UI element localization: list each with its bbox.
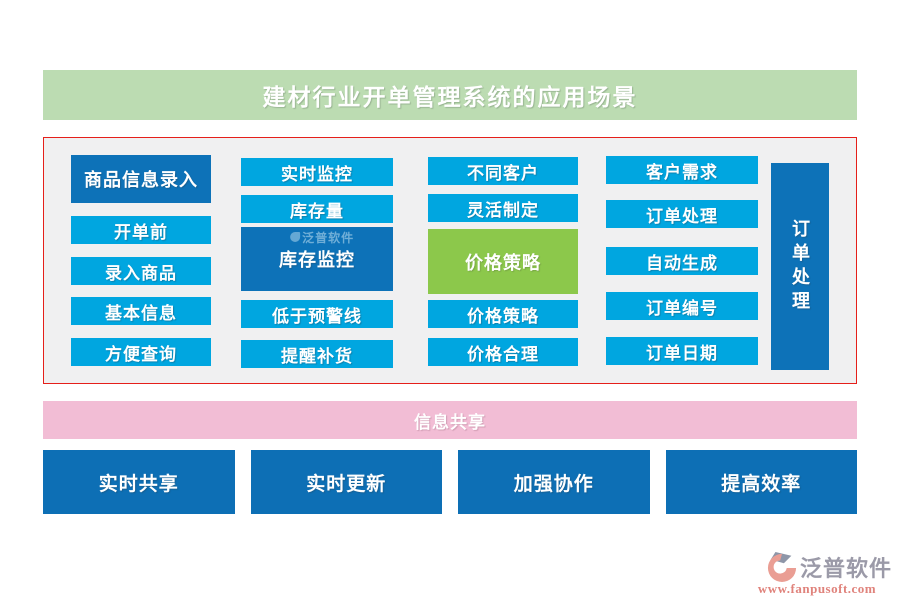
box-different-customers: 不同客户: [428, 157, 578, 185]
footer-box-realtime-update: 实时更新: [250, 450, 442, 514]
vertical-bar-order-processing: 订单处理: [771, 163, 829, 370]
box-realtime-monitoring: 实时监控: [241, 158, 393, 186]
box-inventory-monitoring: 泛普软件 库存监控: [241, 227, 393, 291]
box-order-date: 订单日期: [606, 337, 758, 365]
box-order-handling: 订单处理: [606, 200, 758, 228]
box-auto-generate: 自动生成: [606, 247, 758, 275]
fanpu-logo: 泛普软件 www.fanpusoft.com: [742, 551, 892, 597]
box-basic-info: 基本信息: [71, 297, 211, 325]
fanpu-logo-url: www.fanpusoft.com: [757, 581, 877, 596]
box-flexible-setting: 灵活制定: [428, 194, 578, 222]
box-customer-demand: 客户需求: [606, 156, 758, 184]
box-enter-product: 录入商品: [71, 257, 211, 285]
box-easy-query: 方便查询: [71, 338, 211, 366]
box-inventory-monitoring-label: 库存监控: [279, 250, 355, 270]
box-before-billing: 开单前: [71, 216, 211, 244]
footer-box-realtime-sharing: 实时共享: [43, 450, 235, 514]
footer-box-enhanced-collaboration: 加强协作: [458, 450, 650, 514]
column-pricing: 不同客户 灵活制定 价格策略 价格策略 价格合理: [428, 138, 578, 383]
fanpu-watermark-icon: [290, 232, 301, 242]
column-product-entry: 商品信息录入 开单前 录入商品 基本信息 方便查询: [71, 138, 211, 383]
box-product-info-entry: 商品信息录入: [71, 155, 211, 203]
fanpu-logo-name: 泛普软件: [799, 556, 892, 581]
column-orders: 客户需求 订单处理 自动生成 订单编号 订单日期: [606, 138, 758, 383]
fanpu-logo-icon: [766, 552, 798, 582]
page-title: 建材行业开单管理系统的应用场景: [43, 70, 857, 120]
box-stock-level: 库存量: [241, 195, 393, 223]
diagram-frame: 商品信息录入 开单前 录入商品 基本信息 方便查询 实时监控 库存量 泛普软件 …: [43, 137, 857, 384]
box-reasonable-price: 价格合理: [428, 338, 578, 366]
box-pricing-strategy: 价格策略: [428, 300, 578, 328]
watermark-logo: 泛普软件: [290, 229, 354, 246]
footer-row: 实时共享 实时更新 加强协作 提高效率: [43, 450, 857, 514]
footer-box-improved-efficiency: 提高效率: [665, 450, 857, 514]
info-sharing-banner: 信息共享: [43, 401, 857, 439]
box-pricing-strategy-highlight: 价格策略: [428, 229, 578, 294]
box-restock-reminder: 提醒补货: [241, 340, 393, 368]
box-order-number: 订单编号: [606, 292, 758, 320]
box-below-warning-line: 低于预警线: [241, 300, 393, 328]
column-inventory: 实时监控 库存量 泛普软件 库存监控 低于预警线 提醒补货: [241, 138, 393, 383]
fanpu-logo-top: 泛普软件: [742, 551, 892, 583]
